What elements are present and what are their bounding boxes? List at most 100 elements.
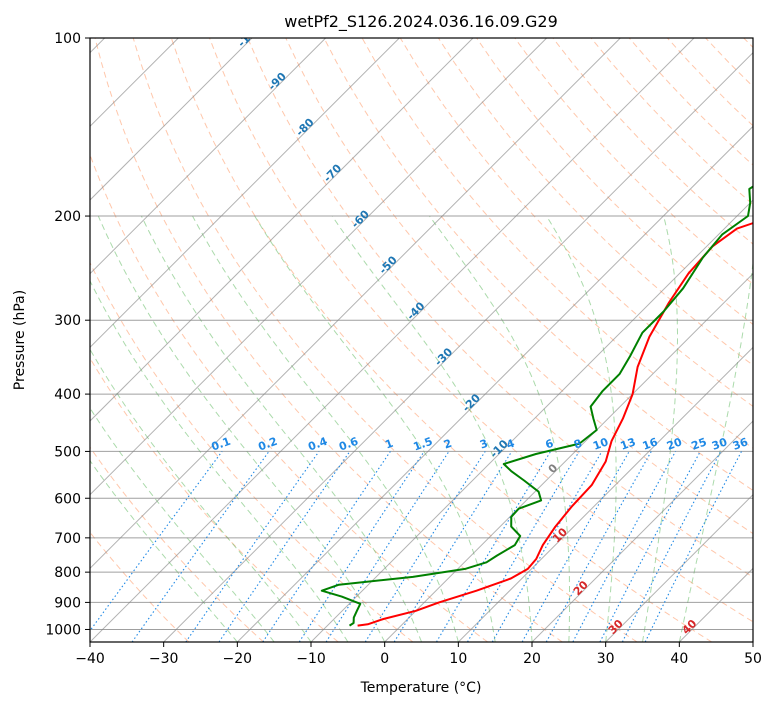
mixing-ratio-line (90, 451, 223, 632)
temperature-profile-line (357, 222, 753, 627)
isotherm-gridline (237, 125, 753, 642)
mixing-ratio-label: 6 (544, 437, 556, 452)
x-tick-label: 40 (670, 651, 688, 667)
isotherm-gridline (90, 38, 253, 201)
mixing-ratio-line (572, 451, 677, 642)
y-tick-label: 300 (54, 313, 81, 329)
y-tick-label: 1000 (45, 622, 81, 638)
mixing-ratio-label: 0.4 (306, 435, 329, 454)
x-axis: −40 −30 −20 −10 0 10 20 30 40 50 (75, 642, 762, 667)
mixing-ratio-line (644, 451, 742, 642)
mixing-ratio-line (218, 451, 351, 642)
y-tick-label: 500 (54, 444, 81, 460)
isotherm-gridline (605, 494, 753, 642)
x-tick-label: 50 (744, 651, 762, 667)
moist-adiabat (97, 215, 386, 642)
mixing-ratio-label: 1.5 (412, 435, 435, 454)
mixing-ratio-label: 8 (572, 437, 584, 452)
y-tick-label: 200 (54, 209, 81, 225)
x-tick-label: −10 (296, 651, 326, 667)
isotherm-gridline (90, 38, 548, 496)
moist-adiabat (90, 407, 275, 642)
x-tick-label: −30 (149, 651, 179, 667)
moist-adiabat (429, 215, 571, 642)
isotherm-gridline (531, 420, 753, 642)
background-lines (90, 38, 753, 642)
dry-adiabat (90, 261, 414, 642)
dry-adiabat (90, 446, 264, 642)
y-tick-label: 700 (54, 531, 81, 547)
mixing-ratio-label: 10 (591, 435, 610, 453)
isotherm-label: -100 (235, 21, 264, 50)
plot-frame (89, 37, 754, 643)
mixing-ratio-label: 0.2 (256, 435, 279, 454)
y-axis: 100 200 300 400 500 600 700 800 900 1000 (45, 31, 90, 638)
mixing-ratio-line (298, 451, 425, 642)
x-tick-label: −20 (223, 651, 253, 667)
moist-adiabat (678, 259, 753, 642)
dry-adiabat (285, 38, 753, 535)
dry-adiabat (94, 38, 563, 642)
mixing-ratio-label: 16 (641, 435, 660, 453)
mixing-ratio-label: 0.6 (337, 435, 360, 454)
dry-adiabat (476, 38, 753, 325)
y-axis-label: Pressure (hPa) (12, 290, 28, 390)
dry-adiabat (323, 38, 753, 492)
mixing-ratio-line (131, 451, 270, 642)
isotherm-gridline (90, 38, 621, 570)
dry-adiabat (170, 38, 713, 642)
dewpoint-profile-line (320, 185, 753, 627)
mixing-ratio-label: 30 (710, 435, 729, 453)
dry-adiabat (514, 38, 753, 285)
mixing-ratio-line (325, 451, 450, 642)
moist-adiabat (642, 215, 678, 642)
x-tick-label: 30 (597, 651, 615, 667)
x-tick-label: 20 (523, 651, 541, 667)
isotherm-gridline (310, 199, 753, 642)
mixing-ratio-label: 3 (478, 437, 490, 452)
y-tick-label: 600 (54, 491, 81, 507)
mixing-ratio-line (393, 451, 513, 642)
moist-adiabat (90, 459, 238, 642)
chart-title: wetPf2_S126.2024.036.16.09.G29 (284, 12, 558, 32)
x-tick-label: 0 (380, 651, 389, 667)
mixing-ratio-label: 36 (731, 435, 750, 453)
x-tick-label: 10 (449, 651, 467, 667)
mixing-ratio-label: 1 (383, 437, 395, 452)
dry-adiabat (132, 38, 638, 642)
isotherm-gridline (90, 38, 474, 422)
y-tick-label: 900 (54, 595, 81, 611)
moist-adiabat (90, 348, 312, 642)
isotherm-gridline (163, 51, 753, 642)
moist-adiabat (546, 215, 617, 642)
y-tick-label: 100 (54, 31, 81, 47)
isotherm-gridline (90, 38, 695, 642)
dry-adiabat (247, 38, 753, 578)
mixing-ratio-label: 25 (690, 435, 709, 452)
mixing-ratio-label: 2 (442, 437, 454, 452)
mixing-ratio-label: 0.1 (210, 435, 233, 454)
profile-lines (320, 185, 753, 627)
dry-adiabat (209, 38, 753, 623)
dry-adiabat (90, 357, 339, 642)
mixing-ratio-label: 13 (619, 435, 638, 452)
isotherm-gridline (90, 38, 327, 275)
mixing-ratio-label: 20 (665, 435, 684, 453)
isotherm-gridline (458, 346, 753, 642)
y-tick-label: 800 (54, 565, 81, 581)
x-tick-label: −40 (75, 651, 105, 667)
moist-adiabat (331, 215, 533, 642)
mixing-ratio-line (545, 451, 652, 642)
mixing-ratio-line (262, 451, 391, 642)
isotherm-gridline (90, 38, 400, 349)
y-tick-label: 400 (54, 387, 81, 403)
x-axis-label: Temperature (°C) (360, 680, 482, 696)
isotherm-gridline (384, 272, 753, 642)
mixing-ratio-label: 4 (505, 437, 517, 452)
moist-adiabat (140, 215, 422, 642)
mixing-ratio-line (521, 451, 630, 642)
moist-adiabat (192, 215, 459, 642)
mixing-ratio-line (185, 451, 320, 642)
